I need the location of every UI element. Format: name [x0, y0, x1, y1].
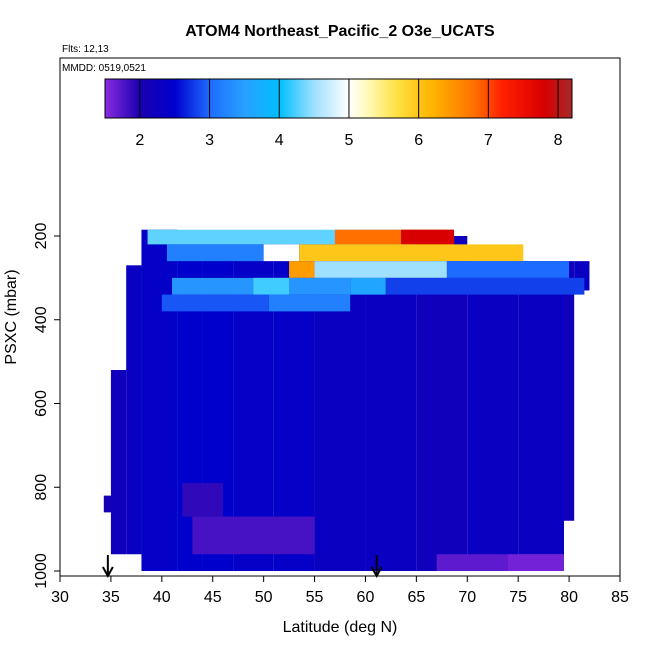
heatmap-cells: [103, 229, 590, 571]
colorbar-tick-label: 3: [205, 132, 214, 149]
profile-cell: [141, 229, 178, 571]
feature-cell: [166, 244, 264, 262]
x-tick-label: 60: [357, 589, 375, 606]
y-tick-label: 800: [33, 474, 50, 501]
feature-cell: [263, 244, 300, 262]
x-tick-label: 30: [51, 589, 69, 606]
x-tick-label: 40: [153, 589, 171, 606]
flights-annotation: Flts: 12,13: [62, 44, 109, 55]
profile-cell: [103, 495, 113, 513]
y-axis: 200 400 600 800 1000: [33, 223, 60, 589]
colorbar-tick-label: 4: [275, 132, 284, 149]
profile-cell: [110, 370, 127, 555]
plot-frame: [59, 57, 621, 577]
x-axis-label: Latitude (deg N): [283, 619, 398, 636]
feature-cell: [268, 294, 351, 312]
x-tick-label: 70: [458, 589, 476, 606]
feature-cell: [161, 294, 269, 312]
colorbar-bar: [104, 78, 573, 119]
feature-cell: [401, 229, 455, 245]
x-tick-label: 50: [255, 589, 273, 606]
x-tick-label: 80: [560, 589, 578, 606]
feature-cell: [289, 261, 315, 278]
y-tick-label: 1000: [33, 553, 50, 589]
chart-title: ATOM4 Northeast_Pacific_2 O3e_UCATS: [185, 23, 495, 40]
feature-cell: [299, 244, 524, 262]
colorbar: 2 3 4 5 6 7 8: [104, 78, 573, 149]
feature-cell: [314, 261, 447, 278]
y-tick-label: 200: [33, 223, 50, 250]
arrow-marker: [101, 555, 114, 579]
y-tick-label: 400: [33, 306, 50, 333]
colorbar-tick-label: 6: [414, 132, 423, 149]
x-tick-label: 85: [611, 589, 629, 606]
x-tick-label: 55: [306, 589, 324, 606]
colorbar-tick-label: 8: [554, 132, 563, 149]
feature-cell: [192, 516, 315, 555]
profile-cell: [467, 261, 519, 571]
y-tick-label: 600: [33, 390, 50, 417]
x-tick-label: 65: [407, 589, 425, 606]
x-tick-label: 45: [204, 589, 222, 606]
colorbar-tick-label: 7: [484, 132, 493, 149]
x-tick-label: 75: [509, 589, 527, 606]
colorbar-tick-label: 2: [135, 132, 144, 149]
feature-cell: [385, 277, 585, 295]
date-annotation: MMDD: 0519,0521: [62, 63, 146, 74]
profile-cell: [126, 265, 142, 555]
profile-cell: [518, 261, 564, 571]
feature-cell: [182, 483, 223, 517]
x-tick-label: 35: [102, 589, 120, 606]
feature-cell: [350, 277, 386, 295]
x-axis: 30 35 40 45 50 55 60 65 70 75 80 85: [51, 576, 629, 606]
colorbar-tick-label: 5: [345, 132, 354, 149]
feature-cell: [446, 261, 570, 278]
feature-cell: [253, 277, 290, 295]
profile-cell: [564, 261, 575, 521]
y-axis-label: PSXC (mbar): [3, 269, 20, 364]
feature-cell: [508, 554, 564, 571]
